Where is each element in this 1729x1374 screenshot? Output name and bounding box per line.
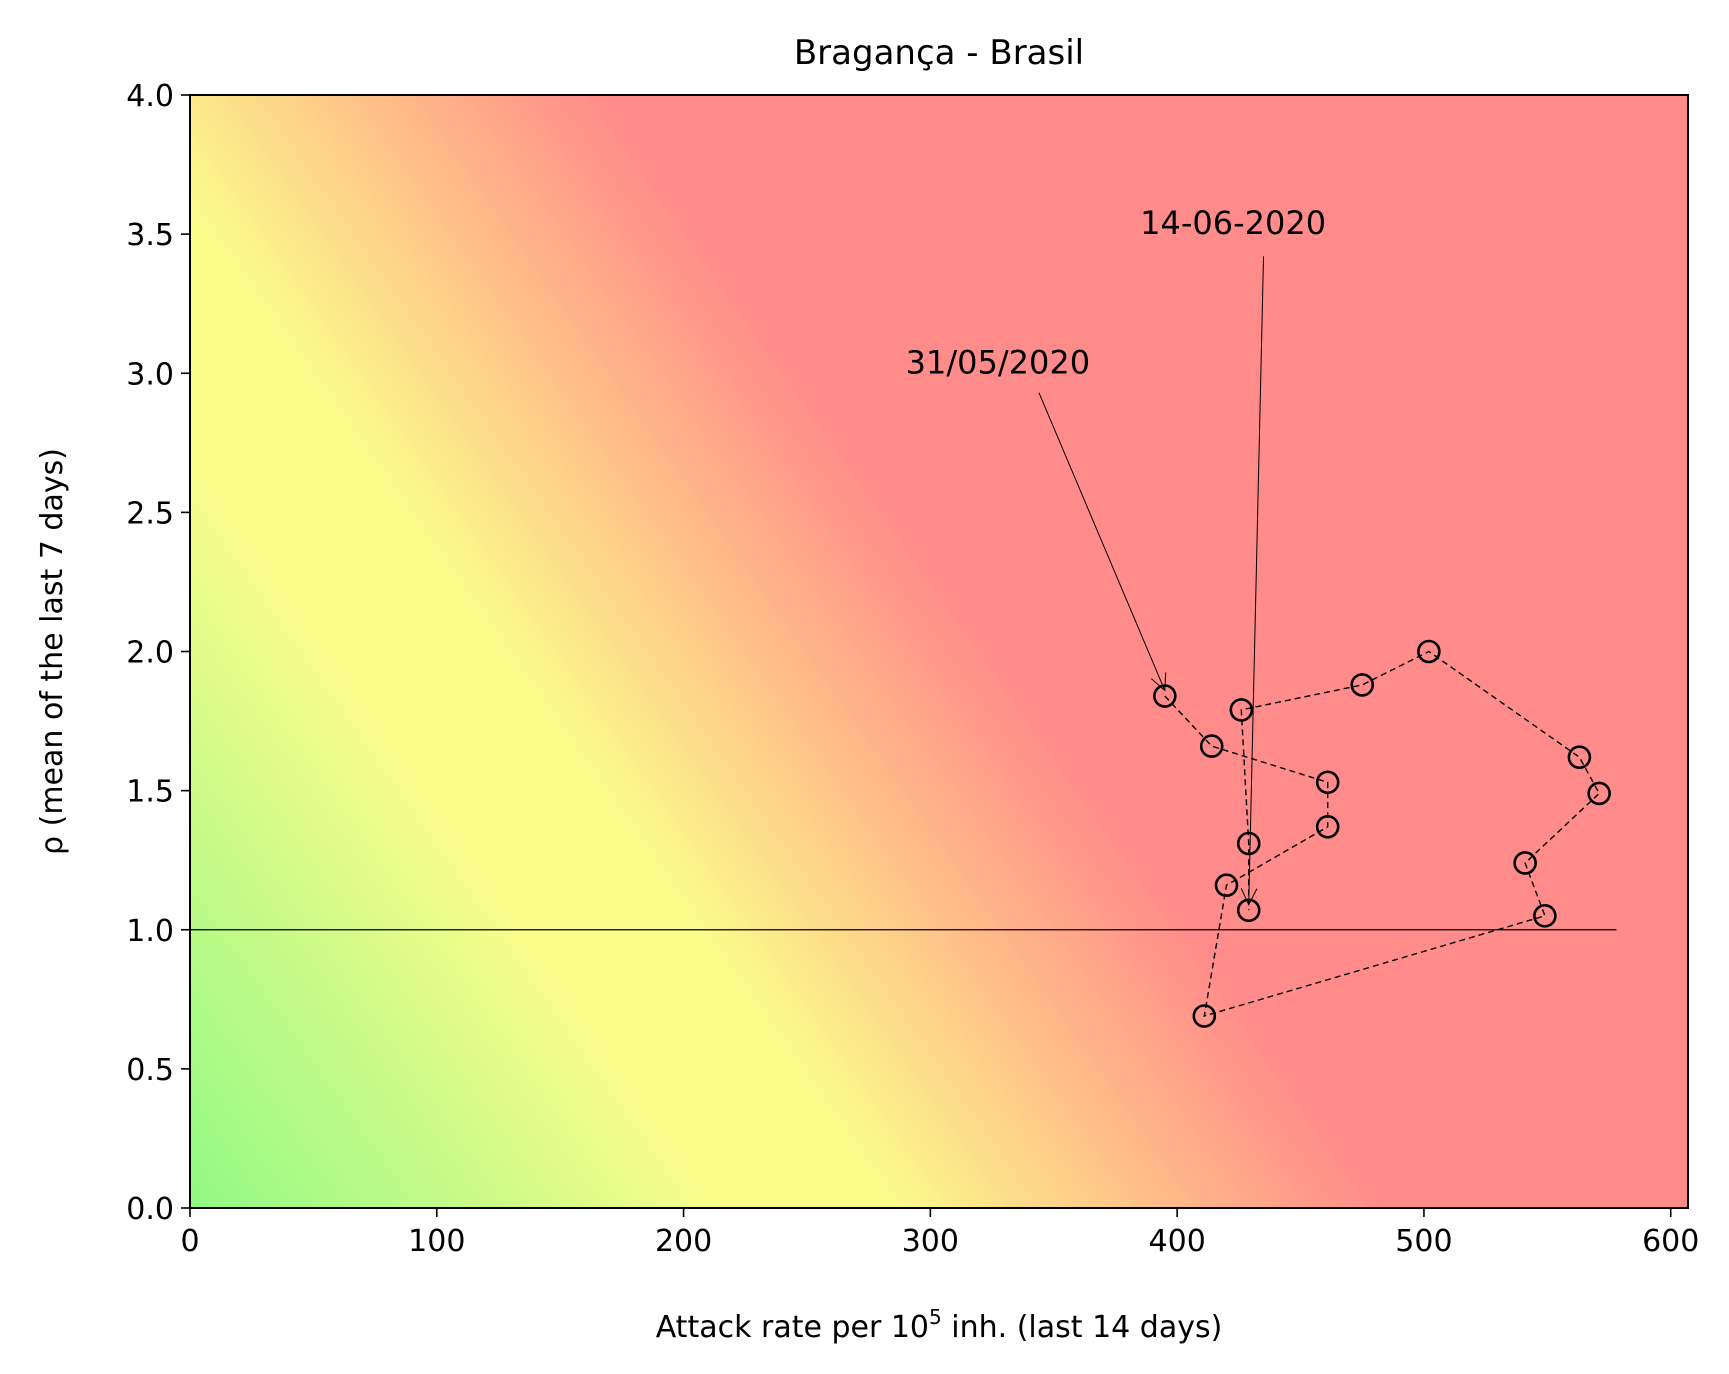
data-point (1417, 639, 1441, 664)
annotation-label: 31/05/2020 (906, 343, 1090, 381)
chart-title: Bragança - Brasil (794, 33, 1084, 73)
y-tick-label: 2.0 (126, 636, 174, 671)
annotation-label: 14-06-2020 (1140, 204, 1326, 242)
data-point (1315, 814, 1340, 839)
y-tick-label: 2.5 (126, 496, 174, 531)
y-tick-label: 3.5 (126, 218, 174, 253)
data-point (1192, 1004, 1217, 1028)
annotation-arrow (1248, 256, 1265, 905)
data-point (1513, 851, 1537, 875)
data-point (1236, 831, 1261, 856)
x-tick-label: 500 (1395, 1224, 1452, 1259)
y-tick-label: 0.5 (126, 1053, 174, 1088)
x-axis-label-main: Attack rate per 10 (656, 1310, 929, 1345)
y-axis: 0.0 0.5 1.0 1.5 2.0 2.5 3.0 3.5 4.0 (126, 79, 190, 1227)
series-layer (1153, 639, 1611, 1028)
data-point (1214, 873, 1239, 898)
x-tick-label: 400 (1149, 1224, 1206, 1259)
x-axis-label-exponent: 5 (929, 1305, 942, 1329)
plot-background (190, 95, 1688, 1208)
risk-gradient (190, 95, 1688, 1208)
x-tick-label: 0 (180, 1224, 199, 1259)
x-tick-label: 600 (1642, 1224, 1699, 1259)
x-axis-label-rest: inh. (last 14 days) (942, 1310, 1223, 1345)
data-point (1533, 904, 1557, 928)
annotation-arrowhead (1240, 888, 1258, 906)
x-tick-label: 200 (655, 1224, 712, 1259)
x-axis-label: Attack rate per 105 inh. (last 14 days) (656, 1305, 1223, 1345)
y-tick-label: 3.0 (126, 357, 174, 392)
data-point (1567, 745, 1592, 770)
y-axis-label: ρ (mean of the last 7 days) (35, 448, 70, 855)
x-tick-label: 300 (902, 1224, 959, 1259)
y-tick-label: 1.0 (126, 914, 174, 949)
x-tick-label: 100 (408, 1224, 465, 1259)
data-point (1350, 673, 1375, 697)
data-point (1229, 698, 1254, 722)
data-point (1199, 734, 1224, 758)
annotation-arrow (1038, 392, 1166, 691)
y-tick-label: 1.5 (126, 775, 174, 810)
annotation-layer: 31/05/2020 14-06-2020 (906, 204, 1326, 906)
x-axis: 0 100 200 300 400 500 600 (180, 1208, 1699, 1259)
y-tick-label: 4.0 (126, 79, 174, 114)
data-point (1587, 781, 1611, 806)
data-point (1315, 770, 1340, 795)
series-line (1164, 650, 1601, 1017)
annotation-arrowhead (1150, 672, 1167, 692)
y-tick-label: 0.0 (126, 1192, 174, 1227)
